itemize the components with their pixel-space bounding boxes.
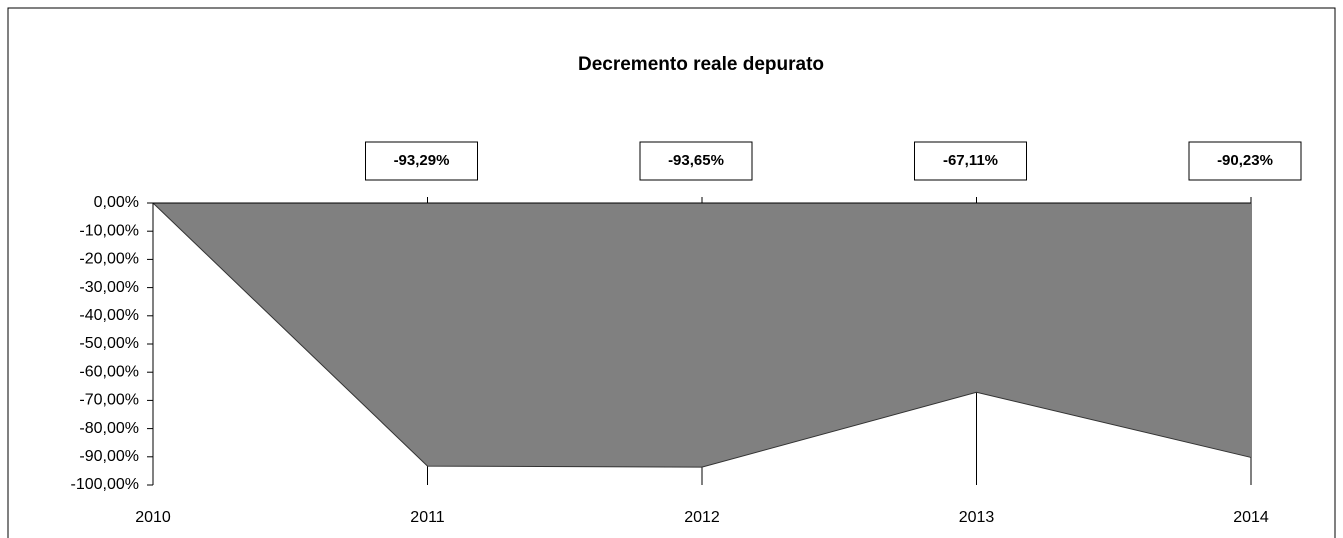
value-label: -90,23%	[1217, 152, 1273, 169]
chart-title: Decremento reale depurato	[578, 54, 824, 75]
x-tick-label: 2013	[959, 509, 995, 526]
y-tick-label: -20,00%	[79, 251, 139, 268]
y-tick-label: -70,00%	[79, 392, 139, 409]
value-label-box	[639, 141, 753, 181]
y-tick-label: -30,00%	[79, 279, 139, 296]
y-tick-label: -100,00%	[71, 476, 140, 493]
y-tick-label: -90,00%	[79, 448, 139, 465]
y-tick-label: -40,00%	[79, 307, 139, 324]
area-outline	[152, 202, 1252, 468]
y-tick-label: 0,00%	[94, 194, 139, 211]
y-tick-label: -10,00%	[79, 222, 139, 239]
value-label: -67,11%	[943, 152, 998, 169]
y-tick-label: -80,00%	[79, 420, 139, 437]
y-tick-label: -50,00%	[79, 335, 139, 352]
value-label-box	[914, 141, 1027, 181]
y-tick-label: -60,00%	[79, 363, 139, 380]
value-label-box	[365, 141, 478, 181]
value-label: -93,65%	[668, 152, 724, 169]
chart-frame	[7, 7, 1336, 538]
area	[153, 203, 1251, 468]
value-label: -93,29%	[394, 152, 450, 169]
value-label-box	[1188, 141, 1302, 181]
x-tick-label: 2011	[410, 509, 445, 526]
x-tick-label: 2014	[1233, 509, 1269, 526]
x-tick-label: 2010	[135, 509, 171, 526]
x-tick-label: 2012	[684, 509, 720, 526]
